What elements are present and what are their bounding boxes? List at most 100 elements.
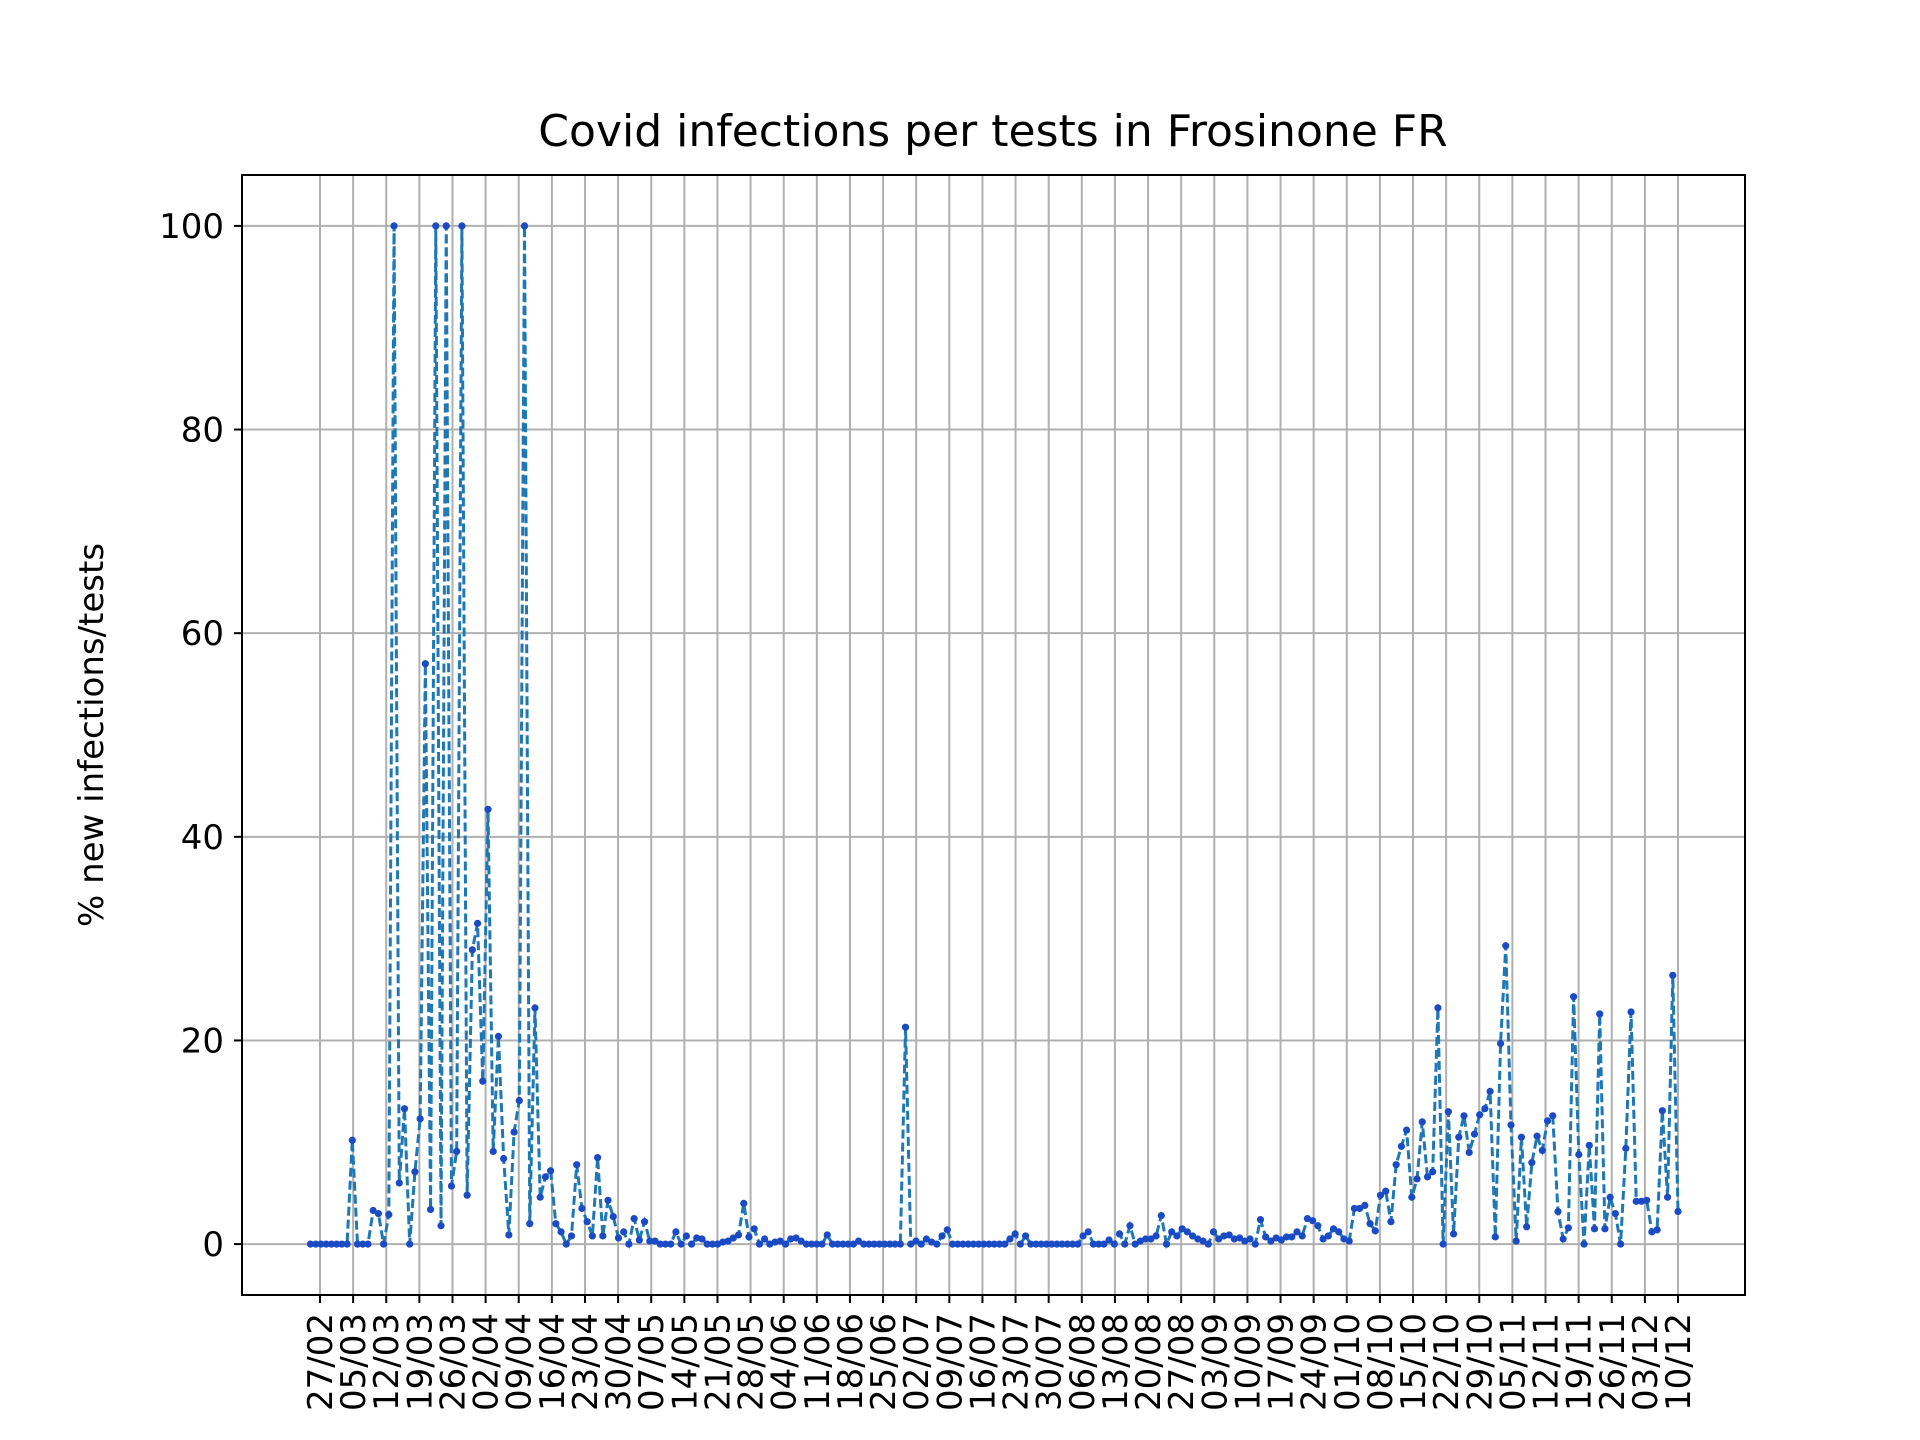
data-point — [1288, 1233, 1296, 1241]
data-point — [1173, 1232, 1181, 1240]
data-point — [750, 1225, 758, 1233]
data-point — [870, 1240, 878, 1248]
plot-frame — [241, 174, 1746, 1296]
data-point — [327, 1240, 336, 1248]
data-point — [1470, 1130, 1479, 1138]
data-point — [729, 1234, 737, 1242]
data-point — [1157, 1211, 1165, 1220]
data-point — [1350, 1204, 1358, 1213]
y-tick-label: 60 — [181, 614, 224, 654]
data-point — [1611, 1209, 1619, 1218]
data-point — [943, 1226, 951, 1234]
x-tick-label: 21/05 — [698, 1313, 738, 1411]
data-point — [1356, 1204, 1364, 1213]
data-point — [1298, 1232, 1306, 1240]
grid-layer — [242, 175, 1745, 1295]
data-point — [708, 1240, 717, 1248]
data-point — [1152, 1232, 1160, 1240]
data-point — [1100, 1240, 1108, 1248]
y-tick-label: 20 — [181, 1021, 224, 1061]
data-point — [458, 222, 466, 230]
data-point — [844, 1240, 852, 1248]
data-point — [761, 1235, 769, 1243]
data-point — [333, 1240, 341, 1248]
data-point — [954, 1240, 962, 1248]
data-point — [1434, 1004, 1442, 1012]
x-tick-label: 01/10 — [1328, 1313, 1368, 1411]
x-tick-label: 09/04 — [500, 1313, 540, 1411]
data-point — [1517, 1133, 1526, 1141]
data-point — [364, 1240, 372, 1248]
data-point — [479, 1077, 487, 1085]
data-point — [1048, 1240, 1056, 1248]
data-point — [395, 1179, 403, 1187]
x-tick-label: 11/06 — [798, 1313, 838, 1411]
y-tick-label: 100 — [159, 207, 224, 247]
data-point — [896, 1240, 904, 1248]
data-point — [1418, 1118, 1426, 1126]
data-point — [578, 1204, 586, 1213]
data-point — [447, 1182, 456, 1190]
data-point — [1580, 1240, 1588, 1248]
data-point — [1016, 1240, 1024, 1248]
data-point — [468, 946, 476, 954]
x-tick-label: 19/03 — [400, 1313, 440, 1411]
data-point — [380, 1240, 388, 1248]
data-point — [698, 1235, 706, 1243]
data-point — [922, 1235, 931, 1243]
data-point — [1131, 1240, 1139, 1248]
x-tick-label: 17/09 — [1262, 1313, 1302, 1411]
data-point — [875, 1240, 884, 1248]
data-point — [912, 1237, 920, 1245]
data-point — [1564, 1224, 1572, 1232]
data-point — [1669, 971, 1677, 979]
data-point — [348, 1136, 356, 1144]
data-point — [1627, 1008, 1635, 1016]
data-point — [1183, 1228, 1191, 1236]
data-point — [1068, 1240, 1077, 1248]
data-point — [1465, 1148, 1473, 1157]
data-point — [667, 1240, 675, 1248]
data-point — [1027, 1240, 1035, 1248]
data-point — [1653, 1226, 1661, 1234]
data-point — [594, 1153, 602, 1162]
data-point — [1178, 1225, 1186, 1233]
data-point — [776, 1237, 784, 1245]
data-point — [1423, 1173, 1432, 1181]
data-point — [1324, 1232, 1332, 1240]
data-point — [385, 1210, 393, 1219]
data-point — [557, 1228, 565, 1236]
data-point — [426, 1205, 435, 1214]
data-point — [1063, 1240, 1071, 1248]
data-point — [552, 1220, 560, 1228]
data-point — [656, 1240, 664, 1248]
x-tick-label: 30/04 — [599, 1313, 639, 1411]
y-tick-label: 80 — [181, 411, 224, 451]
data-point — [1371, 1227, 1379, 1235]
data-point — [1058, 1240, 1066, 1248]
x-tick-label: 06/08 — [1063, 1313, 1103, 1411]
x-tick-label: 03/09 — [1195, 1313, 1235, 1411]
series-layer — [306, 222, 1682, 1250]
data-point — [494, 1032, 503, 1040]
data-point — [1032, 1240, 1040, 1248]
data-point — [1549, 1112, 1557, 1120]
data-point — [1079, 1232, 1087, 1240]
data-point — [724, 1237, 732, 1245]
data-point — [1444, 1108, 1452, 1116]
data-point — [1235, 1234, 1244, 1242]
data-point — [640, 1218, 649, 1226]
data-point — [1585, 1141, 1593, 1149]
data-point — [1095, 1240, 1103, 1248]
data-point — [1053, 1240, 1061, 1248]
data-point — [1204, 1240, 1212, 1248]
data-point — [807, 1240, 816, 1248]
data-point — [1486, 1087, 1494, 1095]
data-point — [562, 1240, 570, 1248]
x-tick-label: 22/10 — [1427, 1313, 1467, 1411]
data-point — [432, 222, 440, 230]
x-tick-label: 16/07 — [963, 1313, 1003, 1411]
data-point — [406, 1240, 414, 1248]
x-tick-label: 23/04 — [566, 1313, 606, 1411]
x-tick-label: 28/05 — [732, 1313, 772, 1411]
